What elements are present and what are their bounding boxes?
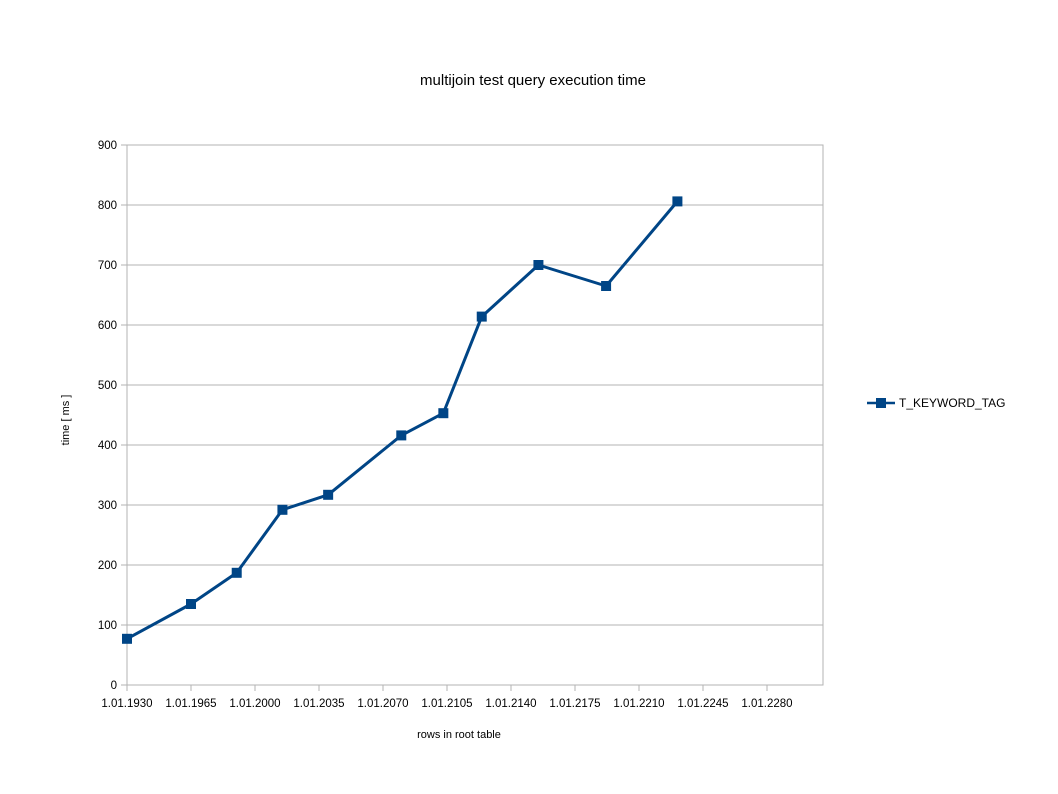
x-tick-label: 1.01.2140	[485, 698, 536, 710]
data-point	[122, 633, 132, 644]
data-point	[533, 260, 544, 270]
data-point	[438, 408, 449, 419]
y-tick-label: 700	[98, 260, 117, 272]
x-tick-label: 1.01.2210	[613, 698, 664, 710]
y-tick-label: 500	[98, 380, 117, 392]
legend: T_KEYWORD_TAG	[867, 396, 1005, 410]
x-tick-label: 1.01.2070	[357, 698, 408, 710]
y-tick-label: 100	[98, 620, 117, 632]
x-axis: 1.01.1930 1.01.1965 1.01.2000 1.01.2035 1.01…	[101, 685, 793, 710]
data-point	[672, 196, 683, 207]
plot-area	[126, 144, 824, 686]
data-point	[231, 567, 242, 578]
x-tick-label: 1.01.1965	[165, 698, 216, 710]
data-point	[277, 504, 288, 515]
x-tick-label: 1.01.2280	[741, 698, 792, 710]
x-axis-label: rows in root table	[417, 729, 501, 741]
x-tick-label: 1.01.2245	[677, 698, 728, 710]
x-tick-label: 1.01.2175	[549, 698, 600, 710]
x-tick-label: 1.01.2105	[421, 698, 472, 710]
x-tick-label: 1.01.2035	[293, 698, 344, 710]
y-axis: 0 100 200 300 400 500 600 700 800 900	[98, 140, 127, 692]
y-tick-label: 0	[111, 680, 117, 692]
y-tick-label: 400	[98, 440, 117, 452]
x-tick-label: 1.01.1930	[101, 698, 152, 710]
y-tick-label: 300	[98, 500, 117, 512]
data-point	[396, 430, 407, 441]
series-line	[126, 200, 679, 641]
y-tick-label: 600	[98, 320, 117, 332]
legend-marker	[876, 398, 886, 408]
grid-lines	[127, 204, 823, 626]
chart-title: multijoin test query execution time	[420, 72, 646, 89]
series-layer	[122, 196, 683, 644]
y-tick-label: 800	[98, 200, 117, 212]
y-axis-label: time [ ms ]	[60, 395, 72, 446]
y-tick-label: 200	[98, 560, 117, 572]
data-point	[323, 489, 334, 500]
data-point	[601, 281, 612, 291]
x-tick-label: 1.01.2000	[229, 698, 280, 710]
data-point	[476, 311, 487, 322]
data-point	[186, 599, 196, 609]
legend-label: T_KEYWORD_TAG	[899, 396, 1005, 410]
y-tick-label: 900	[98, 140, 117, 152]
